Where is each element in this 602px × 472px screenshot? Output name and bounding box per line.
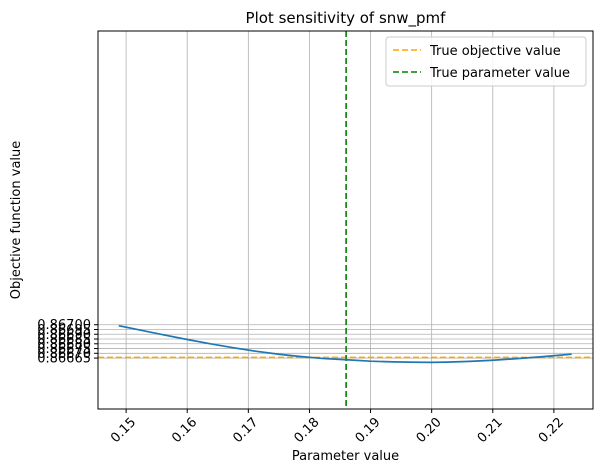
legend-label-true-parameter: True parameter value — [429, 66, 570, 81]
y-tick-label: 0.86685 — [37, 333, 91, 348]
y-tick-label: 0.86670 — [37, 347, 91, 362]
y-tick-label: 0.86680 — [37, 337, 91, 352]
legend-box — [385, 36, 587, 87]
x-axis-label: Parameter value — [292, 449, 399, 464]
y-tick-label: 0.86690 — [37, 328, 91, 343]
y-tick-label: 0.86700 — [37, 318, 91, 333]
y-tick-label: 0.86675 — [37, 342, 91, 357]
legend-label-true-objective: True objective value — [429, 44, 561, 59]
y-axis-ticks: 0.866650.866700.866750.866800.866850.866… — [37, 318, 98, 367]
objective-curve — [118, 324, 572, 364]
reference-lines — [98, 31, 593, 409]
data-series — [118, 324, 572, 364]
y-tick-label: 0.86695 — [37, 323, 91, 338]
y-axis-label: Objective function value — [9, 141, 24, 300]
chart-title: Plot sensitivity of snw_pmf — [246, 9, 447, 28]
y-tick-label: 0.86665 — [37, 352, 91, 367]
legend: True objective value True parameter valu… — [385, 36, 587, 87]
plot-frame — [97, 30, 594, 410]
